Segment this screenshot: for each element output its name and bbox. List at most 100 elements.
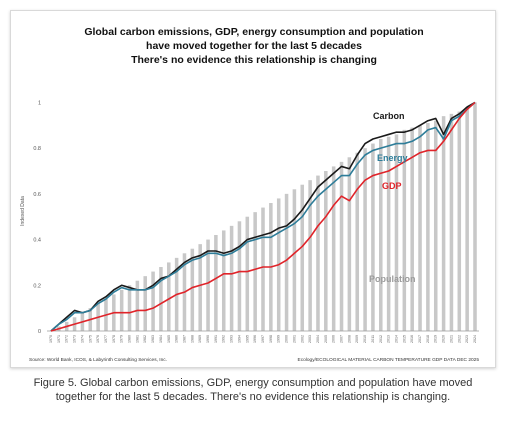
x-tick-label: 1982 — [143, 335, 147, 343]
figure-caption: Figure 5. Global carbon emissions, GDP, … — [33, 377, 473, 403]
population-bar — [214, 235, 218, 331]
population-bar — [300, 184, 305, 331]
series-line-energy — [50, 101, 476, 332]
population-bar — [394, 134, 399, 331]
x-tick-label: 1981 — [135, 335, 139, 343]
population-bar — [465, 107, 469, 331]
x-tick-label: 1978 — [112, 335, 116, 343]
population-bar — [253, 212, 257, 331]
population-bar — [386, 136, 391, 331]
x-tick-label: 1979 — [120, 335, 124, 343]
x-tick-label: 2006 — [332, 335, 336, 343]
x-tick-label: 1986 — [175, 335, 179, 343]
x-tick-label: 1983 — [151, 335, 155, 343]
x-tick-label: 1977 — [104, 335, 108, 343]
x-tick-label: 2022 — [457, 335, 461, 343]
x-tick-label: 2000 — [285, 335, 289, 343]
population-bar — [159, 267, 163, 331]
population-bar — [284, 193, 289, 331]
y-tick-label: 0.2 — [33, 283, 41, 289]
x-tick-label: 2024 — [473, 335, 477, 343]
population-bar — [363, 148, 367, 331]
chart-title-line: Global carbon emissions, GDP, energy con… — [84, 26, 423, 38]
population-bar — [402, 129, 407, 331]
y-tick-label: 1 — [38, 100, 41, 106]
y-axis-label: Indexed Data — [20, 196, 26, 226]
population-bar — [441, 116, 446, 332]
population-bar — [143, 276, 147, 331]
x-tick-label: 2020 — [442, 335, 446, 343]
chart-figure: Global carbon emissions, GDP, energy con… — [10, 10, 496, 368]
population-bar — [308, 180, 312, 331]
population-bar — [418, 125, 422, 332]
population-bar — [371, 143, 375, 331]
series-line-gdp — [50, 101, 476, 332]
series-line-carbon — [50, 101, 476, 332]
population-bar — [151, 271, 155, 331]
x-tick-label: 1974 — [80, 335, 84, 343]
y-tick-label: 0.6 — [33, 192, 41, 198]
x-tick-label: 1988 — [190, 335, 194, 343]
x-tick-label: 1990 — [206, 335, 210, 343]
x-tick-label: 1994 — [237, 335, 241, 343]
x-tick-label: 2002 — [300, 335, 304, 343]
y-tick-label: 0 — [38, 329, 41, 335]
population-bar — [379, 139, 383, 331]
x-tick-label: 2009 — [355, 335, 359, 343]
population-bar — [261, 207, 265, 331]
x-tick-label: 1987 — [182, 335, 186, 343]
x-tick-label: 1995 — [245, 335, 249, 343]
population-bar — [292, 189, 297, 331]
population-bar — [190, 248, 195, 331]
x-tick-label: 1985 — [167, 335, 171, 343]
x-tick-label: 2008 — [347, 335, 351, 343]
population-bar — [119, 289, 124, 331]
x-tick-label: 1993 — [230, 335, 234, 343]
x-tick-label: 1973 — [73, 335, 77, 343]
population-bar — [324, 171, 328, 331]
population-bar — [331, 166, 336, 331]
x-tick-label: 1972 — [65, 335, 69, 343]
population-bar — [347, 157, 352, 331]
series-label-population: Population — [369, 274, 416, 284]
x-tick-label: 2017 — [418, 335, 422, 343]
population-bar — [206, 239, 210, 331]
x-tick-label: 2010 — [363, 335, 367, 343]
population-bar — [473, 102, 477, 331]
x-tick-label: 2005 — [324, 335, 328, 343]
x-tick-label: 1991 — [214, 335, 218, 343]
population-bar — [339, 161, 344, 331]
population-bar — [135, 280, 140, 331]
x-tick-label: 2012 — [379, 335, 383, 343]
x-tick-label: 2014 — [394, 335, 398, 343]
chart-svg: Global carbon emissions, GDP, energy con… — [20, 26, 480, 363]
population-bar — [229, 225, 234, 331]
x-tick-label: 2007 — [340, 335, 344, 343]
x-tick-label: 2011 — [371, 335, 375, 343]
population-bar — [433, 120, 438, 331]
population-bar — [127, 285, 132, 331]
x-tick-label: 2023 — [465, 335, 469, 343]
x-tick-label: 1992 — [222, 335, 226, 343]
x-tick-label: 1975 — [88, 335, 92, 343]
population-bar — [457, 111, 462, 331]
x-tick-label: 2001 — [292, 335, 296, 343]
y-tick-label: 0.4 — [33, 238, 41, 244]
population-bar — [355, 152, 359, 331]
population-bar — [426, 123, 430, 331]
population-bar — [167, 262, 171, 331]
population-bar — [245, 216, 250, 331]
series-label-gdp: GDP — [382, 181, 402, 191]
series-label-carbon: Carbon — [373, 111, 405, 121]
x-tick-label: 1970 — [49, 335, 53, 343]
population-bar — [449, 113, 454, 331]
population-bar — [198, 244, 202, 331]
population-bar — [221, 230, 226, 331]
x-tick-label: 1989 — [198, 335, 202, 343]
source-right: Ecology/ECOLOGICAL MATERIAL CARBON TEMPE… — [298, 357, 480, 363]
x-tick-label: 2015 — [402, 335, 406, 343]
series-label-energy: Energy — [377, 153, 408, 163]
x-tick-label: 2013 — [387, 335, 391, 343]
x-tick-label: 1984 — [159, 335, 163, 343]
source-left: Source: World Bank, ICOS, & Labyrinth Co… — [29, 357, 167, 363]
